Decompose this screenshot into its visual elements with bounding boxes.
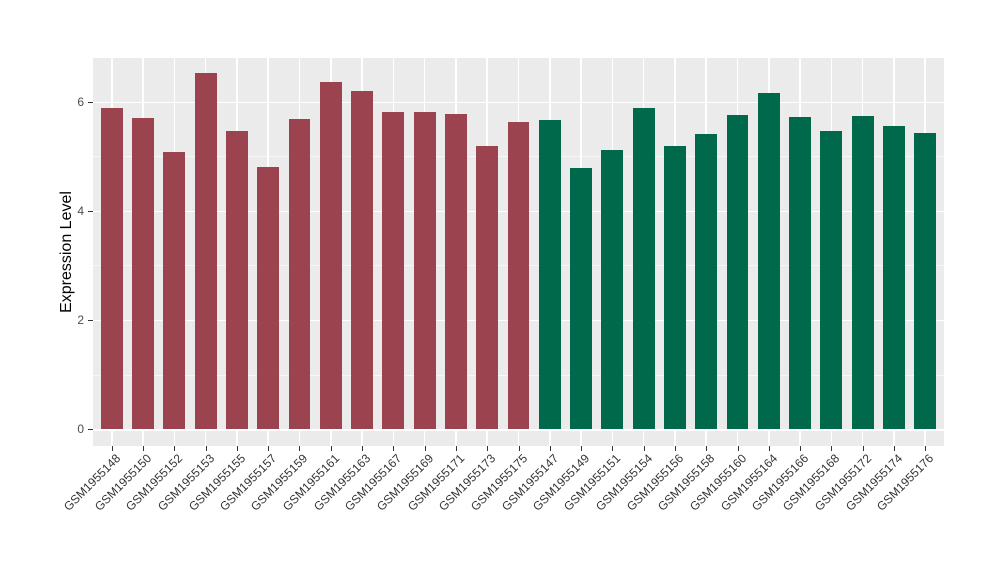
bar [914, 133, 937, 430]
x-tick-mark [612, 446, 614, 451]
bar [820, 131, 843, 430]
bar [351, 90, 373, 430]
bar [194, 73, 217, 430]
bar [851, 115, 874, 430]
x-tick-mark [143, 446, 145, 451]
x-tick-mark [862, 446, 864, 451]
bar [413, 111, 436, 430]
bar [601, 149, 624, 430]
x-tick-mark [800, 446, 802, 451]
plot-panel [93, 58, 944, 446]
bar [288, 119, 311, 430]
x-tick-mark [393, 446, 395, 451]
bar [882, 125, 905, 430]
bar [257, 167, 280, 430]
x-tick-mark [643, 446, 645, 451]
x-tick-mark [925, 446, 927, 451]
y-tick-mark [88, 101, 93, 103]
x-tick-mark [299, 446, 301, 451]
y-tick-label: 0 [77, 422, 84, 437]
bar [695, 134, 718, 430]
bar [538, 120, 561, 430]
x-tick-mark [111, 446, 113, 451]
x-tick-mark [205, 446, 207, 451]
x-tick-mark [455, 446, 457, 451]
y-tick-mark [88, 319, 93, 321]
bar [789, 116, 812, 430]
bar [132, 118, 154, 430]
x-tick-mark [706, 446, 708, 451]
x-tick-mark [674, 446, 676, 451]
bar [757, 93, 780, 430]
x-tick-mark [737, 446, 739, 451]
x-tick-mark [330, 446, 332, 451]
bar [663, 146, 686, 430]
bar [726, 114, 749, 430]
bar [444, 113, 467, 430]
y-tick-label: 4 [77, 203, 84, 218]
bar [100, 108, 123, 430]
bar [382, 111, 405, 430]
x-tick-mark [174, 446, 176, 451]
bar [570, 168, 592, 430]
y-tick-label: 6 [77, 94, 84, 109]
x-tick-mark [581, 446, 583, 451]
x-tick-mark [831, 446, 833, 451]
bar [632, 108, 655, 430]
x-tick-mark [768, 446, 770, 451]
bar [507, 122, 530, 430]
bar [163, 151, 186, 430]
x-tick-mark [549, 446, 551, 451]
bar [319, 82, 342, 430]
x-tick-mark [487, 446, 489, 451]
x-tick-mark [518, 446, 520, 451]
bar [476, 146, 499, 430]
x-tick-mark [424, 446, 426, 451]
x-tick-mark [362, 446, 364, 451]
y-tick-mark [88, 429, 93, 431]
x-tick-mark [893, 446, 895, 451]
x-tick-mark [268, 446, 270, 451]
x-tick-mark [236, 446, 238, 451]
y-tick-mark [88, 210, 93, 212]
y-tick-label: 2 [77, 312, 84, 327]
bar [225, 131, 248, 430]
